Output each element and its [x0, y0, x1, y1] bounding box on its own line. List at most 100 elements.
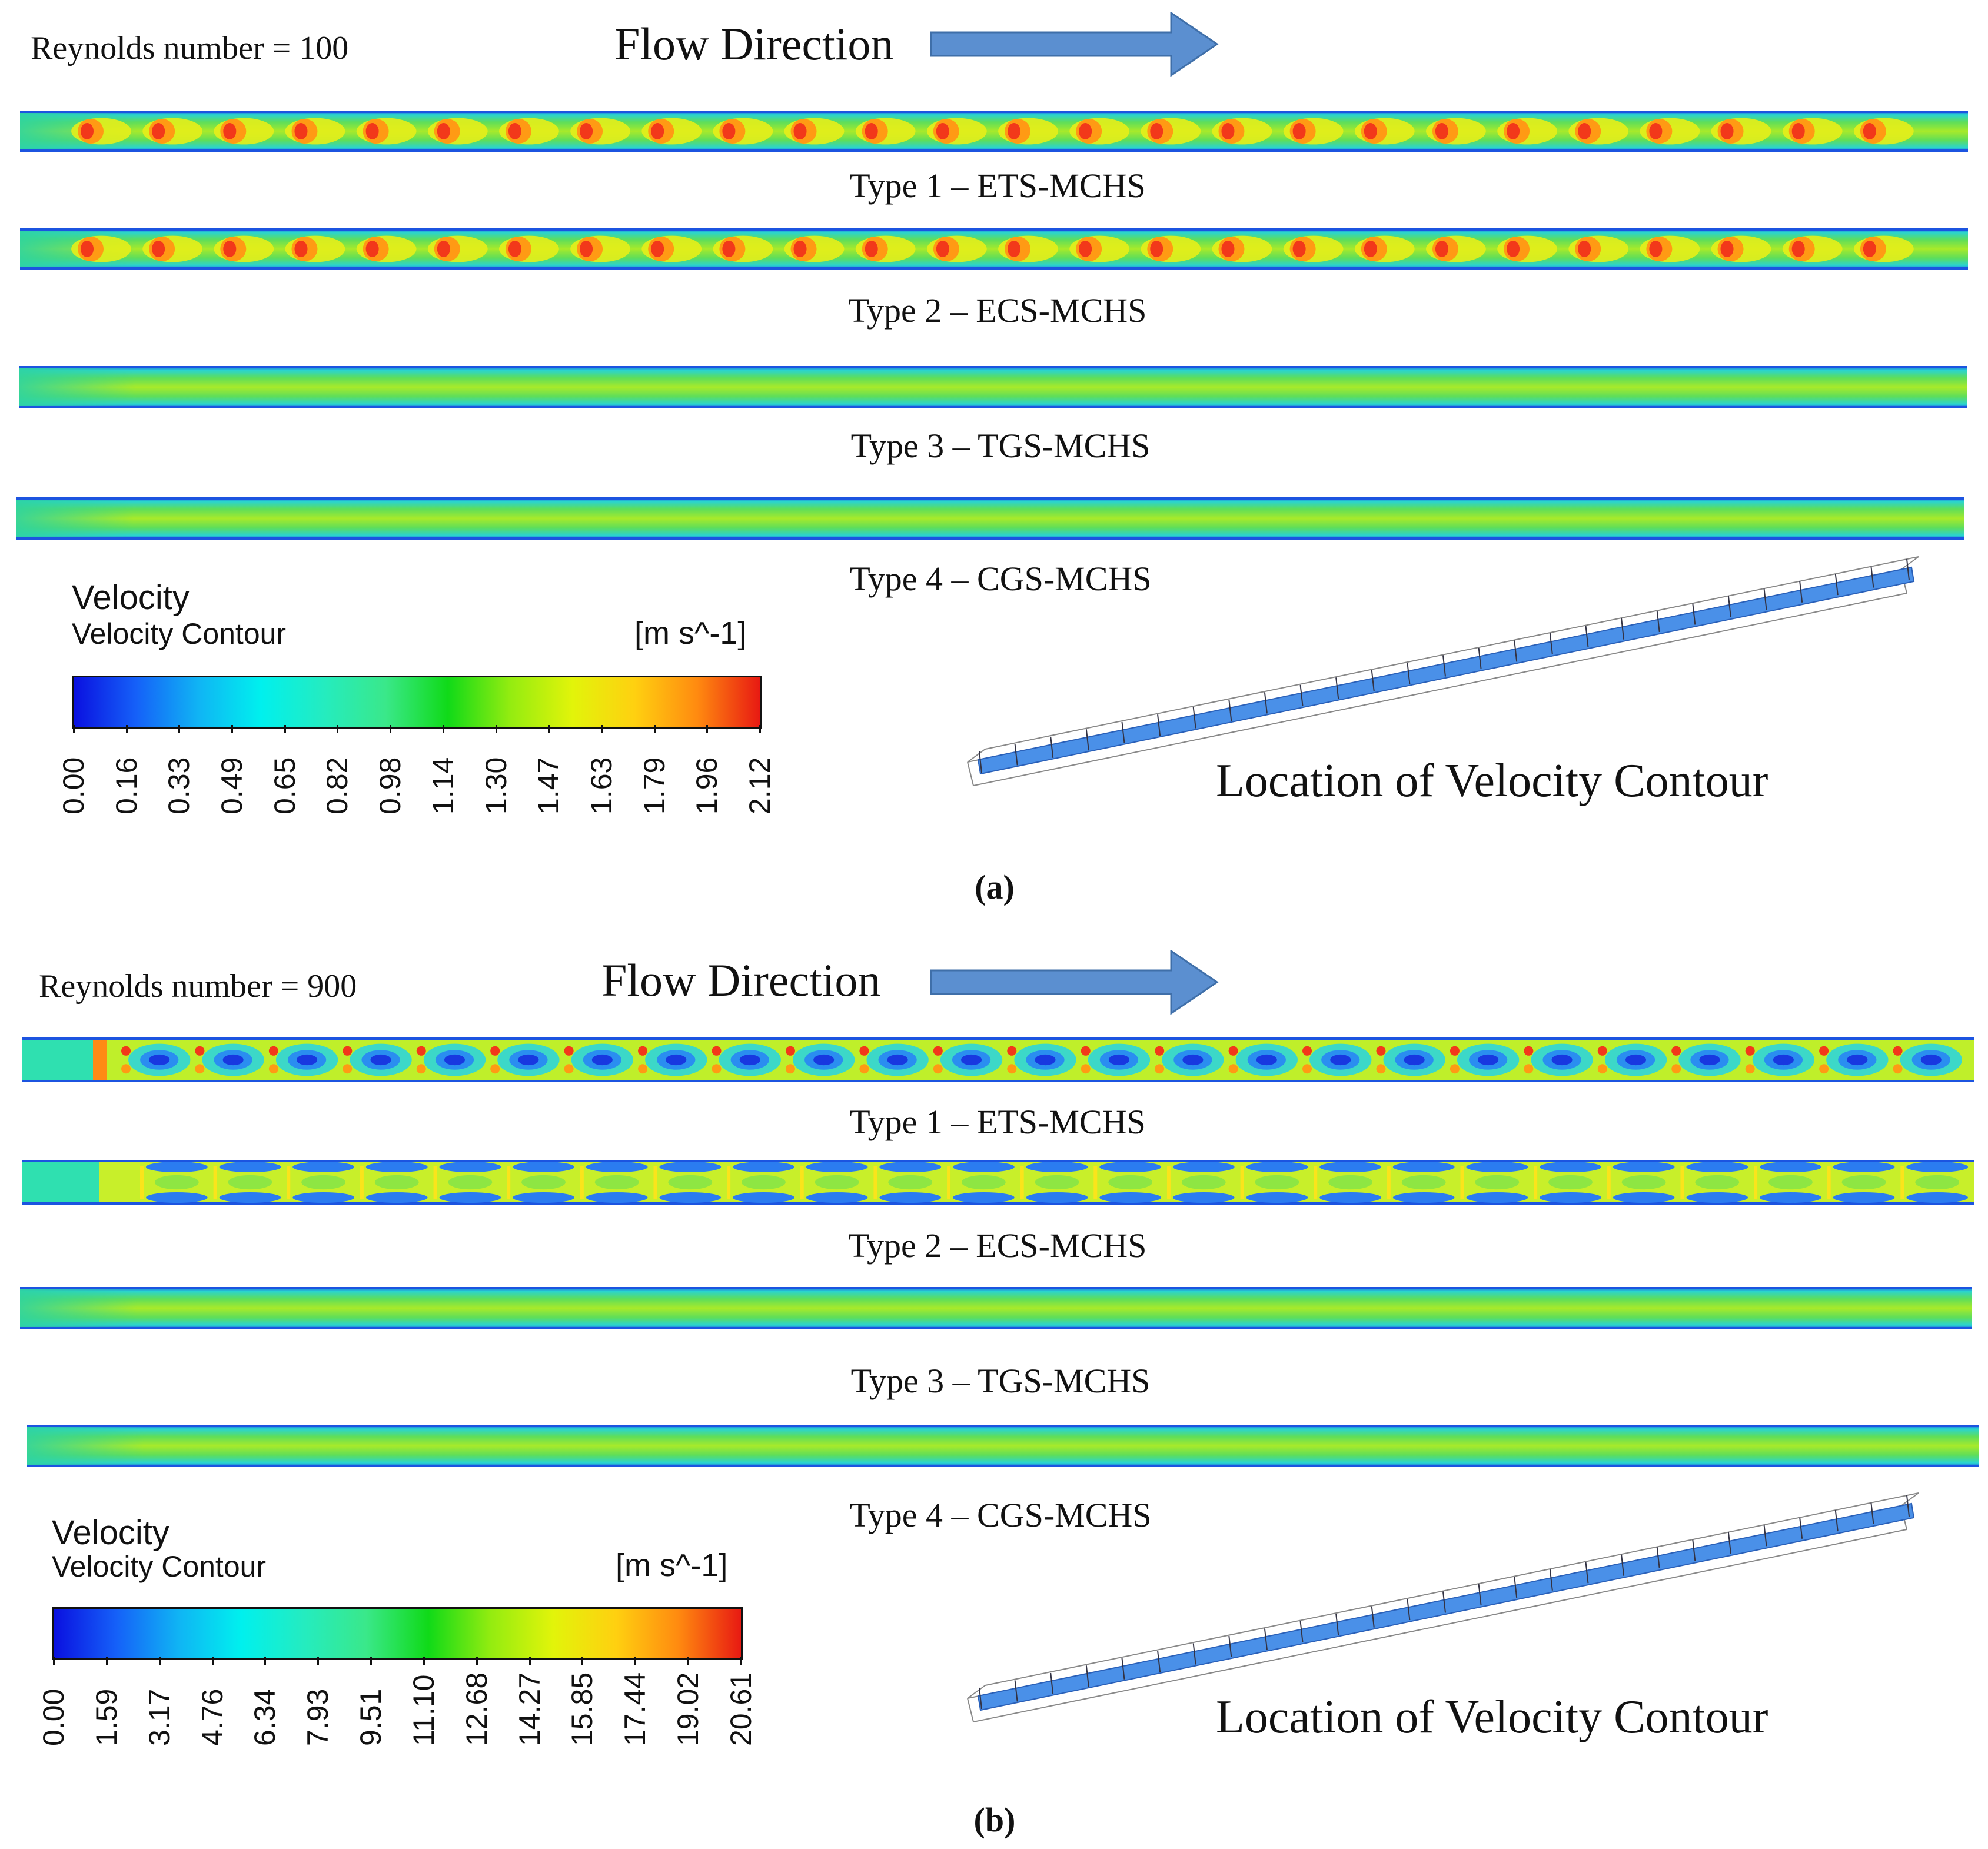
vortex-cell [1524, 1043, 1593, 1076]
velocity-lobe [427, 235, 488, 262]
colorbar-tick-label: 4.76 [195, 1688, 229, 1746]
panel-b: Reynolds number = 900 Flow Direction Typ… [0, 924, 1988, 1849]
colorbar-ticks: 0.00 0.16 0.33 0.49 0.65 0.82 0.98 1.14 1.30 1.47… [57, 725, 776, 819]
colorbar-tick-label: 12.68 [460, 1672, 493, 1746]
inlet-region [22, 1040, 93, 1080]
vortex-cell [933, 1043, 1003, 1076]
flow-streak [287, 1162, 354, 1203]
legend-subtitle: Velocity Contour [52, 1550, 267, 1583]
velocity-lobe [855, 118, 916, 145]
vortex-cell [343, 1043, 412, 1076]
velocity-lobe [1354, 235, 1415, 262]
channel-contour-type-2 [20, 228, 1968, 270]
vortex-cell [1007, 1043, 1076, 1076]
vortex-cell [416, 1043, 486, 1076]
heatsink-ribs [979, 1495, 1910, 1710]
channel-top-wall [20, 1287, 1972, 1289]
velocity-lobe [356, 118, 417, 145]
velocity-lobe [1212, 235, 1272, 262]
velocity-lobe [214, 118, 274, 145]
flow-streak [873, 1162, 942, 1203]
velocity-lobe [570, 118, 630, 145]
flow-streak [1166, 1162, 1235, 1203]
vortex-cell [1450, 1043, 1520, 1076]
flow-streak [1314, 1162, 1381, 1203]
velocity-lobe [1069, 235, 1130, 262]
velocity-lobe [285, 235, 345, 262]
velocity-lobe [1212, 118, 1272, 145]
colorbar [52, 1607, 743, 1660]
colorbar [72, 676, 762, 729]
channel-bottom-wall [19, 406, 1967, 408]
vortex-cell [1671, 1043, 1741, 1076]
velocity-lobe [1497, 118, 1557, 145]
colorbar-tick-label: 1.59 [89, 1688, 123, 1746]
vortex-cell [1819, 1043, 1889, 1076]
inlet-region [20, 1287, 1972, 1329]
flow-streak [433, 1162, 501, 1203]
velocity-lobe [784, 118, 845, 145]
reynolds-label: Reynolds number = 100 [31, 30, 349, 66]
colorbar-tick-label: 1.63 [584, 757, 618, 814]
colorbar-tick-label: 7.93 [301, 1688, 335, 1746]
legend-title: Velocity [72, 578, 190, 617]
colorbar-tick-mark [231, 725, 234, 733]
type-label-2: Type 2 – ECS-MCHS [848, 291, 1147, 330]
location-label: Location of Velocity Contour [1216, 755, 1768, 807]
colorbar-tick-label: 0.00 [57, 757, 90, 814]
colorbar-tick-mark [476, 1657, 478, 1665]
velocity-lobe [1782, 235, 1843, 262]
flow-streak [580, 1162, 648, 1203]
velocity-lobe [1640, 118, 1700, 145]
velocity-lobe [1711, 235, 1771, 262]
colorbar-tick-mark [634, 1657, 637, 1665]
velocity-lobe [1711, 118, 1771, 145]
channel-contour-type-1 [20, 111, 1968, 152]
colorbar-tick-label: 6.34 [248, 1688, 282, 1746]
velocity-lobe [71, 235, 131, 262]
velocity-lobe [641, 118, 702, 145]
velocity-lobe [1141, 235, 1201, 262]
colorbar-tick-mark [284, 725, 286, 733]
colorbar-tick-mark [442, 725, 444, 733]
vortex-cell [1597, 1043, 1667, 1076]
velocity-lobe [285, 118, 345, 145]
colorbar-tick-mark [600, 725, 603, 733]
inlet-region [22, 1162, 99, 1202]
velocity-contour-plane [977, 1502, 1915, 1711]
colorbar-tick-label: 15.85 [566, 1672, 599, 1746]
colorbar-tick-label: 1.47 [532, 757, 566, 814]
channel-bottom-wall [22, 1080, 1974, 1082]
channel-contour-type-3 [19, 366, 1967, 408]
colorbar-ticks: 0.00 1.59 3.17 4.76 6.34 7.93 9.51 11.10 12.68 14… [37, 1657, 757, 1754]
colorbar-tick-label: 11.10 [407, 1674, 440, 1746]
channel-contour-type-2 [22, 1160, 1974, 1205]
type-label-4: Type 4 – CGS-MCHS [849, 560, 1152, 598]
vortex-cell [1302, 1043, 1372, 1076]
channel-contour-type-4 [27, 1425, 1979, 1467]
channel-bottom-wall [20, 149, 1968, 152]
velocity-lobe [1069, 118, 1130, 145]
velocity-lobe [1283, 118, 1344, 145]
velocity-lobe [1283, 235, 1344, 262]
flow-streak [360, 1162, 428, 1203]
flow-streak [507, 1162, 574, 1203]
velocity-lobe [499, 118, 559, 145]
heatsink-ribs [979, 558, 1910, 773]
flow-streak [800, 1162, 868, 1203]
flow-streak [213, 1162, 281, 1203]
colorbar-tick-mark [264, 1657, 267, 1665]
arrow-shape [930, 12, 1219, 77]
velocity-lobe [998, 235, 1058, 262]
channel-top-wall [16, 497, 1964, 500]
colorbar-tick-mark [706, 725, 709, 733]
velocity-contour-plane [977, 566, 1915, 775]
heatsink-location-diagram [967, 556, 1919, 786]
colorbar-tick-mark [337, 725, 339, 733]
channel-bottom-wall [16, 537, 1964, 540]
flow-streak [1534, 1162, 1601, 1203]
vortex-cell [712, 1043, 781, 1076]
velocity-lobe [926, 118, 987, 145]
channel-top-wall [20, 228, 1968, 231]
velocity-lobe [142, 118, 203, 145]
